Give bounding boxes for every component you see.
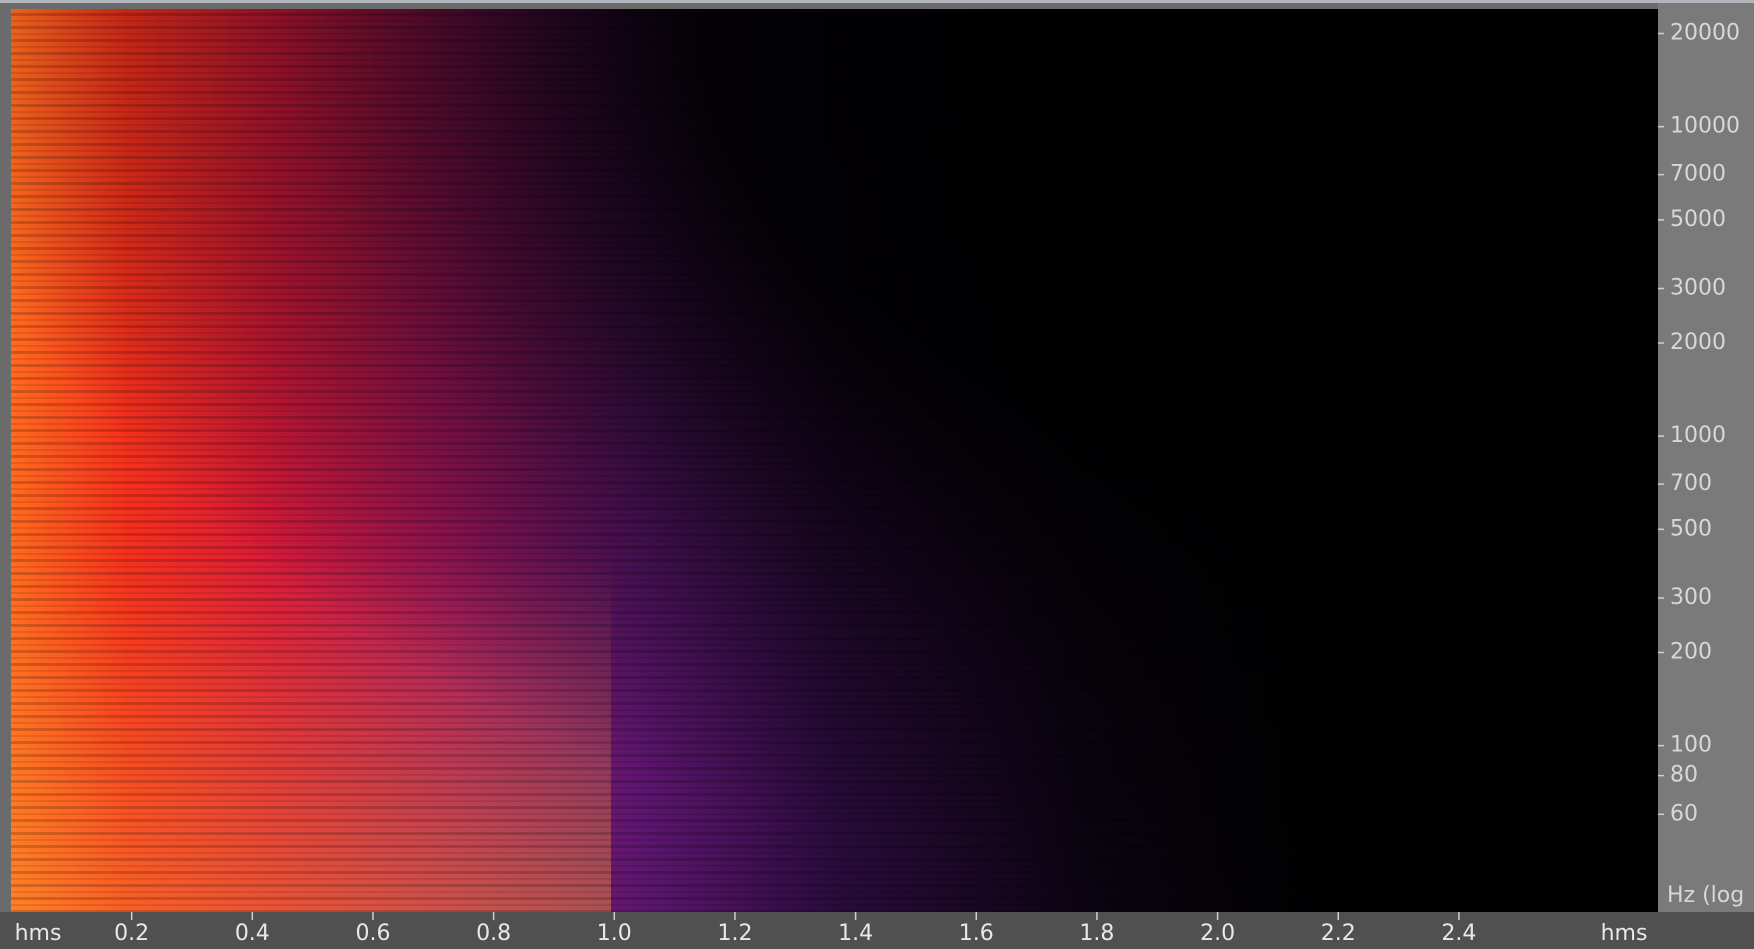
y-tick-label: 1000 bbox=[1670, 423, 1726, 448]
x-tick-label: 1.8 bbox=[1079, 921, 1114, 946]
y-tick-label: 3000 bbox=[1670, 275, 1726, 300]
x-tick-label: 0.2 bbox=[114, 921, 149, 946]
x-tick-label: 1.2 bbox=[717, 921, 752, 946]
plot-area bbox=[11, 9, 1658, 912]
x-tick-label: 0.6 bbox=[355, 921, 390, 946]
y-tick-label: 20000 bbox=[1670, 21, 1740, 46]
y-tick-label: 200 bbox=[1670, 639, 1712, 664]
y-tick-label: 10000 bbox=[1670, 114, 1740, 139]
y-tick-label: 700 bbox=[1670, 471, 1712, 496]
y-tick-label: 7000 bbox=[1670, 162, 1726, 187]
spectrum-decay bbox=[11, 9, 1658, 912]
x-axis-label: hms bbox=[1601, 921, 1648, 946]
x-tick-label: 2.2 bbox=[1321, 921, 1356, 946]
y-tick-label: 100 bbox=[1670, 733, 1712, 758]
x-axis-label: hms bbox=[15, 921, 62, 946]
top-border bbox=[0, 0, 1754, 3]
y-tick-label: 500 bbox=[1670, 516, 1712, 541]
x-tick-label: 1.0 bbox=[597, 921, 632, 946]
y-axis-panel bbox=[1658, 0, 1754, 912]
y-tick-label: 2000 bbox=[1670, 330, 1726, 355]
y-tick-label: 5000 bbox=[1670, 207, 1726, 232]
x-axis-panel bbox=[0, 912, 1754, 949]
x-tick-label: 0.4 bbox=[235, 921, 270, 946]
y-axis-label: Hz (log bbox=[1667, 883, 1744, 908]
y-tick-label: 300 bbox=[1670, 585, 1712, 610]
x-tick-label: 1.4 bbox=[838, 921, 873, 946]
x-tick-label: 1.6 bbox=[959, 921, 994, 946]
y-tick-label: 80 bbox=[1670, 763, 1698, 788]
x-tick-label: 0.8 bbox=[476, 921, 511, 946]
x-tick-label: 2.4 bbox=[1441, 921, 1476, 946]
y-tick-label: 60 bbox=[1670, 801, 1698, 826]
x-tick-label: 2.0 bbox=[1200, 921, 1235, 946]
